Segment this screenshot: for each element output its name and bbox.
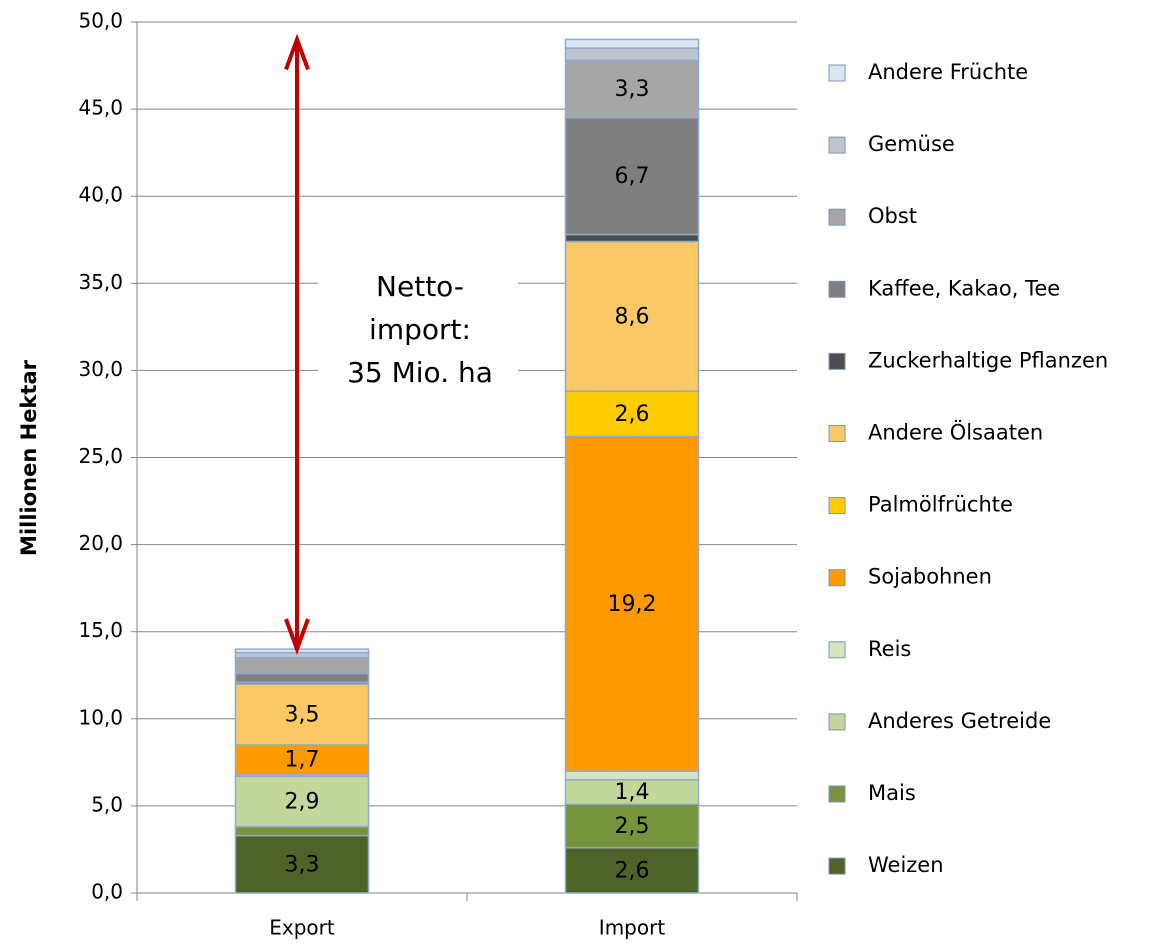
y-tick-label: 5,0 (91, 792, 123, 816)
bar-segment (234, 672, 370, 683)
legend-swatch (828, 208, 846, 226)
bar-segment (234, 834, 370, 894)
y-tick-label: 30,0 (78, 357, 123, 381)
legend-label: Obst (868, 204, 917, 228)
y-tick-label: 0,0 (91, 880, 123, 904)
value-label: 2,5 (615, 814, 650, 839)
legend-swatch (828, 857, 846, 875)
value-label: 2,6 (615, 858, 650, 883)
value-label: 1,7 (285, 748, 320, 773)
y-tick-label: 40,0 (78, 183, 123, 207)
bar-segment (564, 240, 700, 393)
bar-segment (564, 38, 700, 49)
bar-segment (234, 651, 370, 659)
value-label: 1,4 (615, 780, 650, 805)
annotation: import: (369, 313, 471, 346)
legend-label: Weizen (868, 853, 944, 877)
value-label: 19,2 (608, 592, 657, 617)
value-label: 3,3 (285, 852, 320, 877)
legend-swatch (828, 569, 846, 587)
bar-segment (564, 233, 700, 243)
legend-label: Anderes Getreide (868, 709, 1051, 733)
bar-segment (564, 47, 700, 62)
y-tick-label: 15,0 (78, 618, 123, 642)
legend-swatch (828, 352, 846, 370)
legend-label: Zuckerhaltige Pflanzen (868, 348, 1108, 372)
bar-segment (564, 117, 700, 236)
y-tick-label: 20,0 (78, 531, 123, 555)
value-label: 6,7 (615, 164, 650, 189)
legend-swatch (828, 785, 846, 803)
bar-segment (564, 770, 700, 781)
bar-segment (234, 648, 370, 654)
legend-label: Mais (868, 781, 916, 805)
legend-label: Reis (868, 637, 911, 661)
x-tick-label: Import (599, 916, 666, 940)
legend-swatch (828, 64, 846, 82)
annotation-bg (318, 262, 518, 398)
x-tick-label: Export (269, 916, 335, 940)
y-tick-label: 10,0 (78, 705, 123, 729)
bar-segment (234, 826, 370, 837)
legend-swatch (828, 497, 846, 515)
legend-swatch (828, 713, 846, 731)
bar-segment (234, 775, 370, 828)
y-tick-label: 25,0 (78, 444, 123, 468)
bar-segment (564, 59, 700, 119)
value-label: 2,9 (285, 790, 320, 815)
legend-label: Palmölfrüchte (868, 493, 1013, 517)
bar-segment (234, 744, 370, 776)
bar-segment (234, 683, 370, 746)
arrow-head (284, 33, 310, 71)
bar-segment (564, 435, 700, 772)
bar-segment (234, 657, 370, 675)
value-label: 8,6 (615, 304, 650, 329)
y-tick-label: 50,0 (78, 9, 123, 33)
value-label: 3,5 (285, 702, 320, 727)
legend-label: Andere Ölsaaten (868, 420, 1043, 445)
legend-swatch (828, 425, 846, 442)
legend-swatch (828, 641, 846, 659)
annotation: Netto- (376, 270, 464, 303)
legend-swatch (828, 136, 846, 154)
annotation: 35 Mio. ha (347, 356, 493, 389)
y-tick-label: 35,0 (78, 270, 123, 294)
legend-label: Sojabohnen (868, 565, 992, 589)
y-tick-label: 45,0 (78, 96, 123, 120)
bar-segment (564, 390, 700, 438)
legend-label: Andere Früchte (868, 60, 1028, 84)
bar-segment (564, 846, 700, 894)
value-label: 2,6 (615, 402, 650, 427)
value-label: 3,3 (615, 77, 650, 102)
y-axis-title: Millionen Hektar (17, 359, 41, 556)
bar-segment (564, 803, 700, 849)
arrow-head (284, 618, 310, 655)
legend-label: Gemüse (868, 132, 955, 156)
legend-swatch (828, 280, 846, 298)
legend-label: Kaffee, Kakao, Tee (868, 276, 1060, 300)
